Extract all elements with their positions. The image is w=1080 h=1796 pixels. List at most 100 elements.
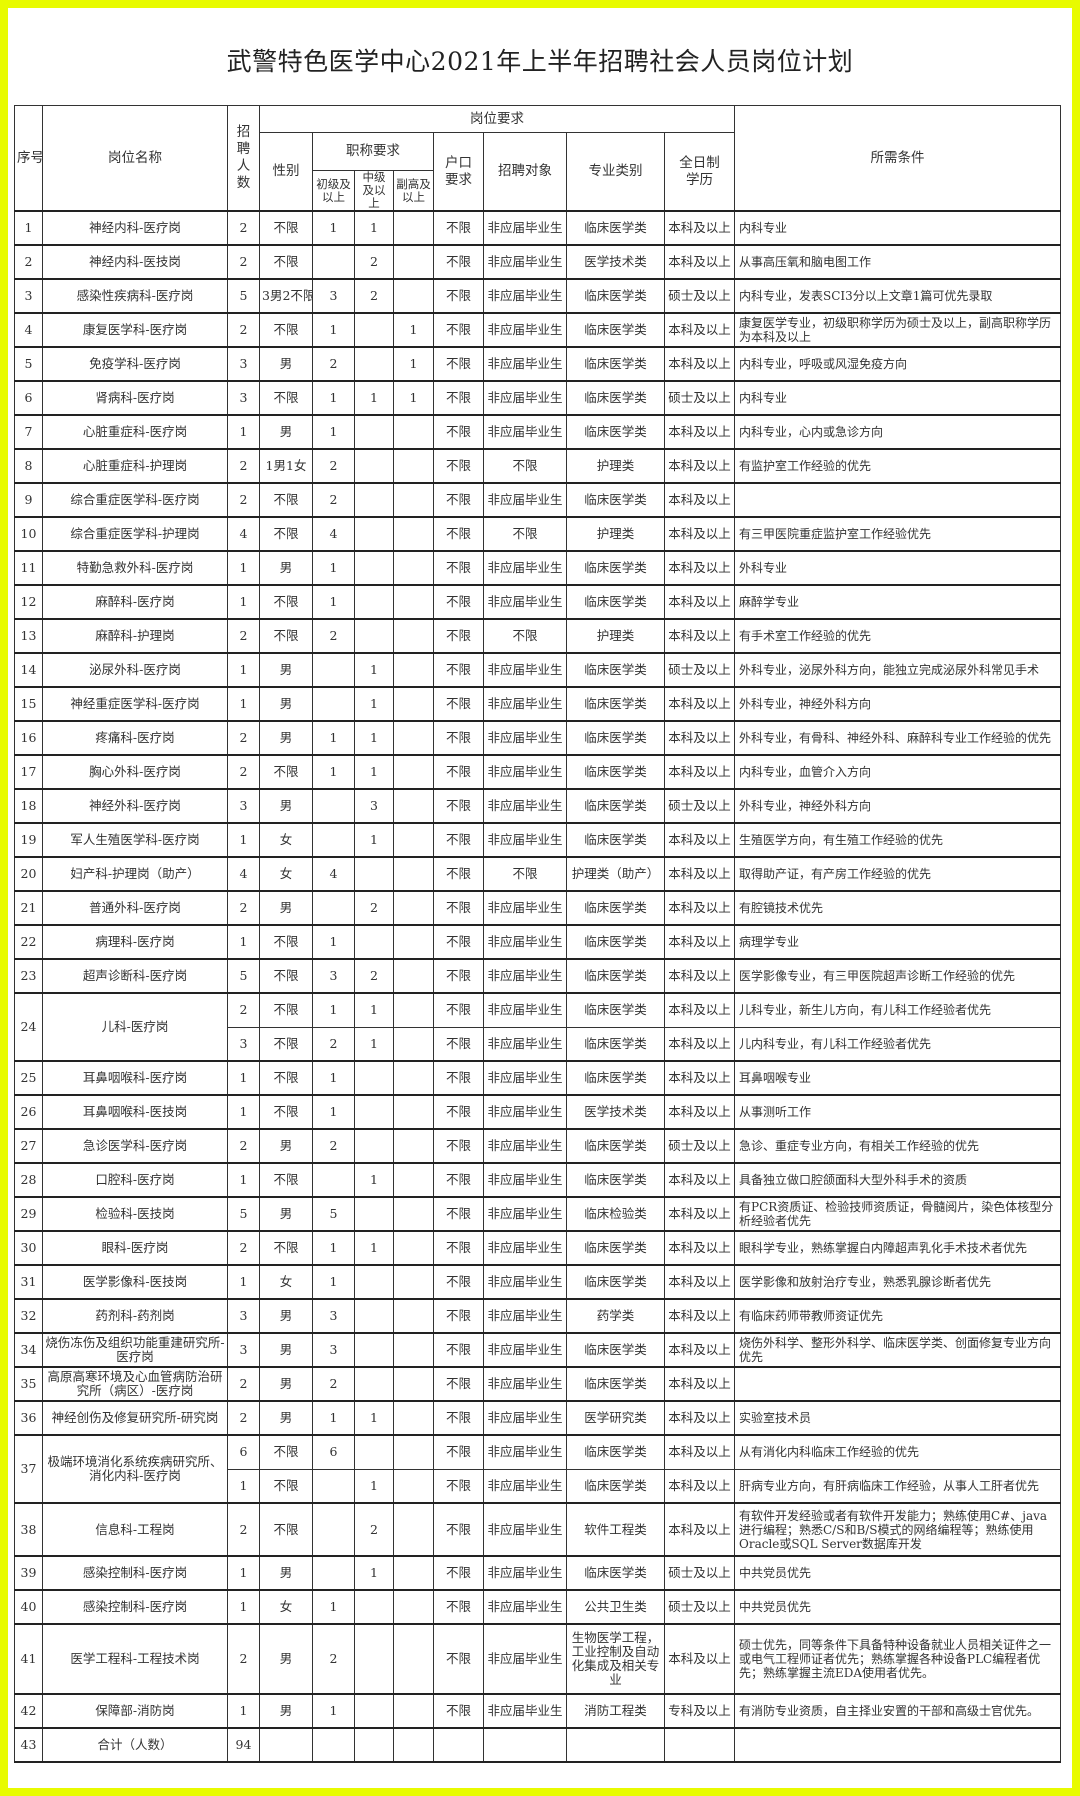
cell-hukou: 不限	[433, 448, 484, 484]
cell-target: 非应届毕业生	[483, 1468, 567, 1504]
row-number: 1	[14, 210, 43, 246]
cell-target: 不限	[483, 448, 567, 484]
cell-count: 2	[227, 1230, 260, 1266]
table-row: 40 感染控制科-医疗岗 1 女 1 不限 非应届毕业生 公共卫生类 硕士及以上 中共党员优先	[14, 1589, 1061, 1625]
cell-edu: 本科及以上	[664, 890, 735, 926]
cell-count: 3	[227, 346, 260, 382]
row-number: 42	[14, 1693, 43, 1729]
cell-junior: 1	[312, 720, 355, 756]
cell-junior	[312, 1555, 355, 1591]
cell-edu: 本科及以上	[664, 1060, 735, 1096]
row-number: 20	[14, 856, 43, 892]
cell-junior: 1	[312, 924, 355, 960]
row-number: 8	[14, 448, 43, 484]
position-name: 检验科-医技岗	[42, 1196, 228, 1232]
empty-cell	[312, 1727, 355, 1763]
cell-count: 2	[227, 890, 260, 926]
position-name: 感染性疾病科-医疗岗	[42, 278, 228, 314]
cell-edu: 本科及以上	[664, 686, 735, 722]
cell-cond: 硕士优先，同等条件下具备特种设备就业人员相关证件之一或电气工程师证者优先；熟练掌…	[734, 1623, 1061, 1695]
cell-hukou: 不限	[433, 278, 484, 314]
row-number: 10	[14, 516, 43, 552]
row-number: 36	[14, 1400, 43, 1436]
cell-count: 2	[227, 754, 260, 790]
cell-target: 非应届毕业生	[483, 1162, 567, 1198]
cell-mid: 2	[354, 244, 394, 280]
cell-count: 5	[227, 278, 260, 314]
cell-junior: 3	[312, 1298, 355, 1334]
cell-count: 1	[227, 550, 260, 586]
cell-mid: 1	[354, 1400, 394, 1436]
cell-edu: 本科及以上	[664, 516, 735, 552]
cell-cond: 有监护室工作经验的优先	[734, 448, 1061, 484]
row-number: 11	[14, 550, 43, 586]
cell-junior	[312, 1502, 355, 1557]
row-number: 35	[14, 1366, 43, 1402]
cell-target: 不限	[483, 516, 567, 552]
cell-edu: 本科及以上	[664, 1298, 735, 1334]
cell-count: 1	[227, 1589, 260, 1625]
cell-target: 非应届毕业生	[483, 1332, 567, 1368]
table-row: 1 神经内科-医疗岗 2 不限 1 1 不限 非应届毕业生 临床医学类 本科及以上 内科专业	[14, 210, 1061, 246]
cell-major: 药学类	[566, 1298, 665, 1334]
cell-senior	[393, 618, 434, 654]
cell-hukou: 不限	[433, 482, 484, 518]
cell-senior	[393, 856, 434, 892]
cell-senior	[393, 448, 434, 484]
cell-hukou: 不限	[433, 992, 484, 1028]
position-name: 神经创伤及修复研究所-研究岗	[42, 1400, 228, 1436]
row-number: 26	[14, 1094, 43, 1130]
position-name: 儿科-医疗岗	[42, 992, 228, 1062]
cell-edu: 本科及以上	[664, 618, 735, 654]
cell-mid	[354, 1589, 394, 1625]
cell-major: 临床医学类	[566, 958, 665, 994]
cell-major: 护理类（助产）	[566, 856, 665, 892]
table-row: 35 高原高寒环境及心血管病防治研究所（病区）-医疗岗 2 男 2 不限 非应届毕业生 临床医…	[14, 1366, 1061, 1402]
cell-cond: 有三甲医院重症监护室工作经验优先	[734, 516, 1061, 552]
cell-cond: 实验室技术员	[734, 1400, 1061, 1436]
cell-hukou: 不限	[433, 788, 484, 824]
row-number: 2	[14, 244, 43, 280]
row-number: 13	[14, 618, 43, 654]
cell-cond: 外科专业，有骨科、神经外科、麻醉科专业工作经验的优先	[734, 720, 1061, 756]
cell-major: 临床医学类	[566, 1468, 665, 1504]
table-row: 6 肾病科-医疗岗 3 不限 1 1 1 不限 非应届毕业生 临床医学类 硕士及以上 内科专业	[14, 380, 1061, 416]
cell-edu: 硕士及以上	[664, 1555, 735, 1591]
cell-cond: 有临床药师带教师资证优先	[734, 1298, 1061, 1334]
cell-hukou: 不限	[433, 414, 484, 450]
cell-gender: 女	[259, 1589, 313, 1625]
cell-edu: 硕士及以上	[664, 1589, 735, 1625]
cell-edu: 本科及以上	[664, 754, 735, 790]
cell-hukou: 不限	[433, 1298, 484, 1334]
cell-cond: 有手术室工作经验的优先	[734, 618, 1061, 654]
table-row: 39 感染控制科-医疗岗 1 男 1 不限 非应届毕业生 临床医学类 硕士及以上 中共党员优先	[14, 1555, 1061, 1591]
header-gender: 性别	[259, 132, 313, 212]
position-name: 耳鼻咽喉科-医疗岗	[42, 1060, 228, 1096]
cell-gender: 不限	[259, 1162, 313, 1198]
cell-target: 非应届毕业生	[483, 652, 567, 688]
cell-major: 医学技术类	[566, 1094, 665, 1130]
cell-senior	[393, 1468, 434, 1504]
cell-gender: 男	[259, 550, 313, 586]
cell-junior: 1	[312, 380, 355, 416]
table-row: 31 医学影像科-医技岗 1 女 1 不限 非应届毕业生 临床医学类 本科及以上 医学影像和放射治…	[14, 1264, 1061, 1300]
position-name: 病理科-医疗岗	[42, 924, 228, 960]
row-number: 32	[14, 1298, 43, 1334]
cell-cond: 取得助产证，有产房工作经验的优先	[734, 856, 1061, 892]
cell-senior	[393, 414, 434, 450]
cell-mid: 1	[354, 210, 394, 246]
cell-count: 2	[227, 482, 260, 518]
row-number: 31	[14, 1264, 43, 1300]
cell-gender: 不限	[259, 244, 313, 280]
cell-mid	[354, 346, 394, 382]
row-number: 34	[14, 1332, 43, 1368]
cell-cond: 儿内科专业，有儿科工作经验者优先	[734, 1026, 1061, 1062]
cell-mid	[354, 1196, 394, 1232]
cell-junior	[312, 244, 355, 280]
row-number: 9	[14, 482, 43, 518]
position-name: 超声诊断科-医疗岗	[42, 958, 228, 994]
cell-senior	[393, 1264, 434, 1300]
cell-major: 临床医学类	[566, 550, 665, 586]
empty-cell	[354, 1727, 394, 1763]
